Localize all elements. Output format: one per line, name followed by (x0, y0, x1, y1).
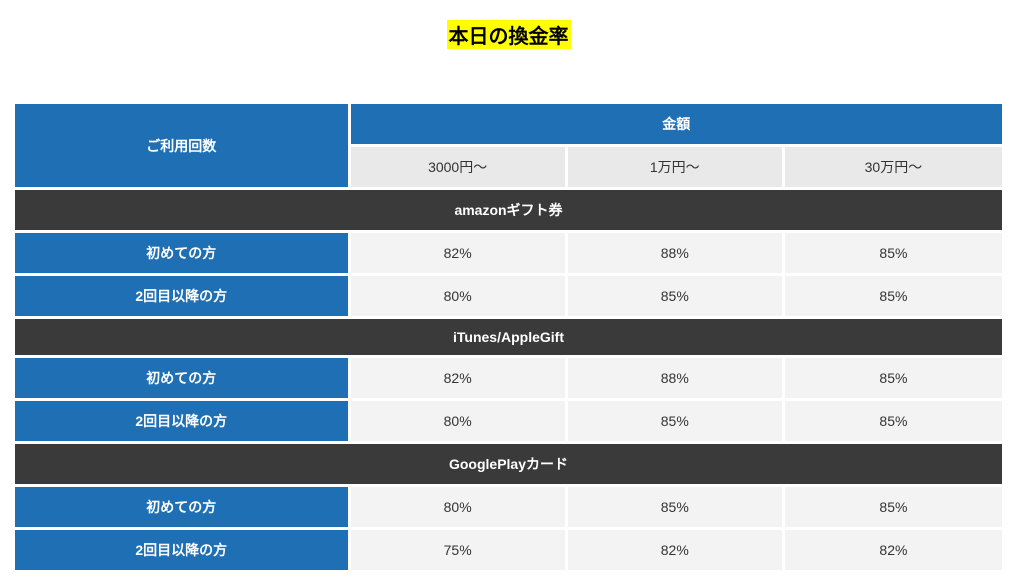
page-title: 本日の換金率 (447, 20, 571, 49)
row-label: 2回目以降の方 (15, 401, 351, 444)
table-row: 初めての方 82% 88% 85% (15, 233, 1002, 276)
rate-value: 85% (568, 276, 785, 319)
section-header: GooglePlayカード (15, 444, 1002, 487)
header-amount: 金額 (351, 104, 1002, 147)
rate-value: 80% (351, 487, 568, 530)
section-header: amazonギフト券 (15, 190, 1002, 233)
rate-value: 82% (568, 530, 785, 573)
rate-value: 85% (785, 276, 1002, 319)
table-row: 初めての方 82% 88% 85% (15, 358, 1002, 401)
table-header-row-1: ご利用回数 金額 (15, 104, 1002, 147)
section-name: amazonギフト券 (15, 190, 1002, 233)
rate-value: 85% (568, 401, 785, 444)
rate-value: 88% (568, 233, 785, 276)
rate-value: 80% (351, 276, 568, 319)
rate-value: 85% (785, 401, 1002, 444)
table-row: 2回目以降の方 75% 82% 82% (15, 530, 1002, 573)
header-tier-1: 1万円～ (568, 147, 785, 190)
rate-value: 85% (568, 487, 785, 530)
row-label: 初めての方 (15, 358, 351, 401)
rate-value: 75% (351, 530, 568, 573)
table-row: 2回目以降の方 80% 85% 85% (15, 276, 1002, 319)
section-name: iTunes/AppleGift (15, 319, 1002, 358)
page-title-wrap: 本日の換金率 (15, 20, 1002, 49)
row-label: 初めての方 (15, 233, 351, 276)
rate-value: 82% (351, 358, 568, 401)
section-name: GooglePlayカード (15, 444, 1002, 487)
table-row: 2回目以降の方 80% 85% 85% (15, 401, 1002, 444)
rate-value: 82% (351, 233, 568, 276)
rate-value: 80% (351, 401, 568, 444)
table-body: amazonギフト券 初めての方 82% 88% 85% 2回目以降の方 80%… (15, 190, 1002, 573)
rate-value: 85% (785, 487, 1002, 530)
row-label: 2回目以降の方 (15, 530, 351, 573)
header-tier-0: 3000円～ (351, 147, 568, 190)
rate-value: 85% (785, 358, 1002, 401)
table-row: 初めての方 80% 85% 85% (15, 487, 1002, 530)
rate-table: ご利用回数 金額 3000円～ 1万円～ 30万円～ amazonギフト券 初め… (15, 104, 1002, 573)
row-label: 初めての方 (15, 487, 351, 530)
section-header: iTunes/AppleGift (15, 319, 1002, 358)
rate-value: 88% (568, 358, 785, 401)
row-label: 2回目以降の方 (15, 276, 351, 319)
rate-value: 82% (785, 530, 1002, 573)
rate-value: 85% (785, 233, 1002, 276)
header-tier-2: 30万円～ (785, 147, 1002, 190)
header-usage: ご利用回数 (15, 104, 351, 190)
